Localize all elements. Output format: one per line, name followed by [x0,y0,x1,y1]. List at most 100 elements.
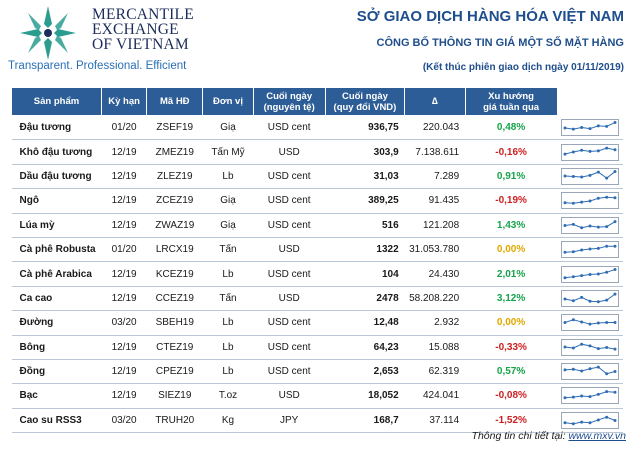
product-cell: Đồng [11,359,102,385]
vnd-price-cell: 31.053.780 [404,237,466,263]
sparkline-point [563,174,567,178]
change-cell: 1,43% [465,213,557,238]
currency-cell: USD [253,237,326,263]
sparkline-point [596,271,600,275]
change-cell: -1,52% [465,408,557,434]
sparkline-point [605,321,609,325]
trend-cell [557,359,623,385]
sparkline-point [580,273,584,277]
col-vnd-line1: Cuối ngày [341,90,388,102]
sparkline-chart [563,318,617,326]
code-cell: SBEH19 [146,310,203,336]
sparkline-point [605,124,609,128]
vnd-price-cell: 15.088 [404,335,466,360]
sparkline-point [571,202,575,206]
sparkline-point [596,124,600,128]
sparkline-point [605,345,609,349]
term-cell: 12/19 [101,188,147,214]
term-cell: 01/20 [101,237,147,263]
sparkline-point [605,270,609,274]
sparkline-chart [563,390,617,400]
sparkline-point [613,120,617,124]
col-unit: Đơn vị [202,87,254,116]
sparkline-point [563,421,567,425]
mxv-logo-icon [20,6,76,60]
product-cell: Cà phê Arabica [11,261,102,287]
sparkline-point [571,422,575,426]
trend-cell [557,213,623,238]
currency-cell: USD cent [253,213,326,238]
sparkline-point [571,346,575,350]
logo-line-2: EXCHANGE [92,21,179,38]
sparkline-point [580,148,584,152]
change-cell: 2,01% [465,261,557,287]
close-price-cell: 168,7 [325,408,405,434]
footer-link[interactable]: www.mxv.vn [568,430,626,442]
unit-cell: T.oz [202,383,254,409]
table-row: Đậu tương 01/20 ZSEF19 Giạ USD cent 936,75 220… [11,115,623,141]
code-cell: SIEZ19 [146,383,203,409]
close-price-cell: 2,653 [325,359,405,385]
sparkline-chart [563,365,617,376]
sparkline-point [563,201,567,205]
mxv-logo: MERCANTILE EXCHANGE OF VIETNAM [8,4,208,66]
trend-cell [557,383,623,409]
sparkline-point [588,322,592,326]
sparkline [561,363,619,381]
footer-label: Thông tin chi tiết tại: [471,430,566,442]
sparkline-point [563,321,567,325]
table-row: Đồng 12/19 CPEZ19 Lb USD cent 2,653 62.319 0,57… [11,359,623,385]
sparkline-chart [563,415,617,426]
currency-cell: USD [253,286,326,312]
close-price-cell: 31,03 [325,164,405,190]
product-cell: Ca cao [11,286,102,312]
close-price-cell: 12,48 [325,310,405,336]
change-cell: 0,57% [465,359,557,385]
term-cell: 12/19 [101,213,147,238]
sparkline [561,289,619,307]
sparkline-point [596,393,600,397]
sparkline-point [613,347,617,351]
trend-cell [557,261,623,287]
sparkline [561,167,619,185]
change-cell: 0,00% [465,310,557,336]
table-row: Cà phê Arabica 12/19 KCEZ19 Lb USD cent 104 24… [11,261,623,287]
code-cell: CCEZ19 [146,286,203,312]
sparkline-point [596,247,600,251]
sparkline-point [588,199,592,203]
sparkline-point [596,365,600,369]
currency-cell: USD cent [253,164,326,190]
trend-cell [557,188,623,214]
unit-cell: Lb [202,335,254,360]
product-cell: Cao su RSS3 [11,408,102,434]
sparkline-point [580,342,584,346]
sparkline-point [613,244,617,248]
sparkline-chart [563,342,617,351]
sparkline-point [596,418,600,422]
col-close-line1: Cuối ngày [266,90,313,102]
sparkline-point [580,225,584,229]
code-cell: LRCX19 [146,237,203,263]
term-cell: 01/20 [101,115,147,141]
sparkline-point [571,222,575,226]
product-cell: Khô đậu tương [11,139,102,165]
change-cell: -0,16% [465,139,557,165]
close-price-cell: 389,25 [325,188,405,214]
unit-cell: Lb [202,261,254,287]
sparkline-point [588,367,592,371]
product-cell: Bông [11,335,102,360]
sparkline-point [580,201,584,205]
product-cell: Đường [11,310,102,336]
trend-cell [557,408,623,434]
term-cell: 12/19 [101,139,147,165]
sparkline-chart [563,146,617,156]
sparkline-point [580,248,584,252]
vnd-price-cell: 424.041 [404,383,466,409]
sparkline-point [563,152,567,156]
sparkline [561,216,619,234]
close-price-cell: 1322 [325,237,405,263]
sparkline-point [605,146,609,150]
term-cell: 03/20 [101,310,147,336]
sparkline [561,143,619,161]
sparkline-point [563,250,567,254]
